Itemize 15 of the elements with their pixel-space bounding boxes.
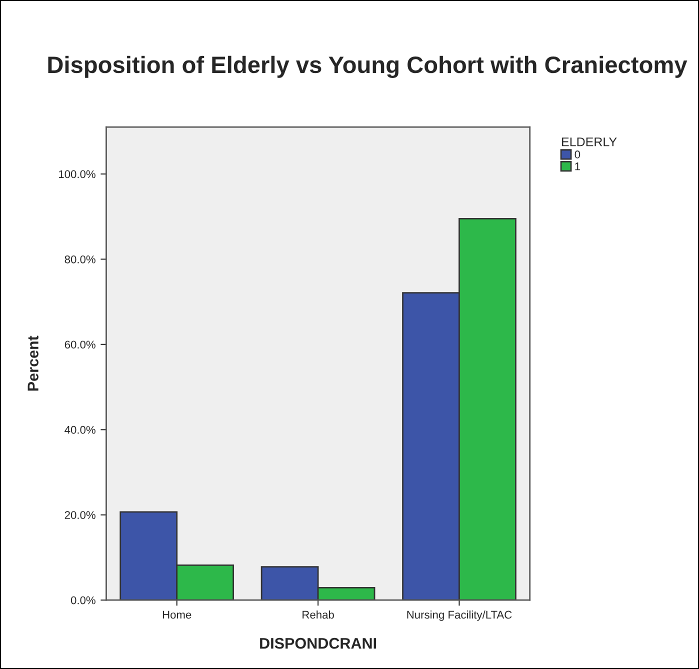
y-axis-title: Percent: [28, 336, 38, 391]
y-tick-label: 0.0%: [70, 596, 96, 604]
legend-label: 0: [574, 150, 580, 158]
y-tick-label: 40.0%: [64, 426, 96, 434]
legend-label: 1: [575, 162, 580, 170]
y-tick-label: 80.0%: [64, 255, 96, 264]
x-tick-label: Nursing Facility/LTAC: [407, 610, 512, 621]
y-tick-label: 60.0%: [64, 340, 96, 349]
y-tick-label: 100.0%: [58, 170, 96, 178]
x-axis-title: DISPONDCRANI: [260, 638, 376, 649]
chart-title: Disposition of Elderly vs Young Cohort with Craniectomy: [48, 56, 688, 78]
legend-title: ELDERLY: [562, 138, 617, 146]
x-tick-label: Rehab: [302, 610, 334, 619]
x-tick-label: Home: [162, 610, 192, 619]
y-tick-label: 20.0%: [64, 511, 96, 520]
